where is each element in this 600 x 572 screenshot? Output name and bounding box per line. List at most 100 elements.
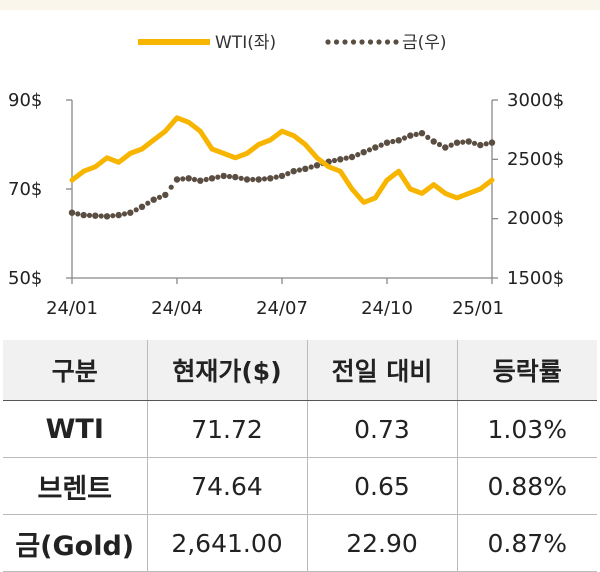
gold-dot — [448, 142, 454, 148]
y-left-tick-70: 70$ — [8, 179, 42, 200]
y-right-tick-1500: 1500$ — [507, 268, 564, 289]
gold-dot — [238, 175, 244, 181]
gold-dot — [471, 140, 478, 146]
gold-dot — [110, 213, 116, 219]
gold-point — [220, 172, 227, 180]
x-tick-2401: 24/01 — [46, 298, 98, 319]
gold-dot — [226, 173, 233, 180]
gold-point — [115, 211, 122, 219]
gold-dot — [401, 135, 408, 141]
gold-point — [150, 196, 157, 203]
change: 0.65 — [307, 457, 458, 515]
y-right-tick-2000: 2000$ — [507, 208, 564, 229]
gold-dot — [86, 212, 93, 218]
gold-point — [197, 177, 204, 184]
top-strip — [0, 0, 600, 10]
legend-gold-dot — [350, 39, 357, 45]
gold-point — [348, 153, 356, 161]
gold-dot — [261, 176, 268, 182]
gold-dot — [121, 211, 128, 217]
legend-swatch-gold — [325, 39, 399, 45]
header-current-price: 현재가($) — [147, 340, 308, 401]
gold-point — [383, 139, 391, 146]
gold-point — [232, 173, 239, 181]
gold-dot — [436, 141, 443, 148]
legend-gold-dot — [342, 39, 348, 45]
gold-dot — [413, 131, 419, 137]
gold-point — [173, 176, 181, 183]
series-wti — [69, 115, 495, 205]
gold-point — [267, 175, 274, 182]
y-right-tick-2500: 2500$ — [507, 149, 564, 170]
row-label: 브렌트 — [3, 457, 148, 515]
gold-point — [290, 168, 297, 175]
gold-point — [442, 144, 449, 151]
table-row: WTI 71.72 0.73 1.03% — [3, 400, 597, 458]
legend-gold-dot — [359, 39, 365, 45]
gold-point — [208, 175, 216, 182]
gold-dot — [203, 176, 209, 183]
current-price: 2,641.00 — [147, 514, 308, 572]
gold-point — [302, 165, 309, 172]
gold-dot — [215, 174, 221, 180]
price-chart: WTI(좌) 금(우) 90$ 70$ 50$ 3000$ 2500$ 2000… — [8, 33, 564, 319]
gold-point — [243, 176, 251, 183]
legend-gold-dot — [325, 39, 331, 45]
gold-dot — [191, 176, 198, 183]
gold-point — [313, 162, 321, 169]
gold-point — [488, 139, 496, 146]
gold-dot — [483, 141, 489, 147]
price-table: 구분 현재가($) 전일 대비 등락률 WTI 71.72 0.73 1.03%… — [3, 340, 597, 572]
gold-dot — [168, 184, 174, 190]
gold-dot — [180, 176, 186, 182]
gold-dot — [378, 142, 384, 148]
y-left-tick-90: 90$ — [8, 90, 42, 111]
legend: WTI(좌) 금(우) — [138, 33, 447, 53]
gold-point — [337, 156, 344, 163]
gold-dot — [355, 152, 361, 158]
header-change: 전일 대비 — [307, 340, 458, 401]
table-row: 브렌트 74.64 0.65 0.88% — [3, 457, 597, 515]
legend-label-gold: 금(우) — [402, 33, 447, 53]
gold-point — [255, 176, 262, 183]
current-price: 74.64 — [147, 457, 308, 515]
legend-gold-dot — [393, 39, 399, 45]
change-rate: 0.88% — [457, 457, 597, 515]
gold-dot — [156, 194, 163, 200]
wti-line — [69, 115, 495, 205]
gold-dot — [285, 171, 291, 177]
gold-dot — [343, 155, 349, 161]
gold-point — [103, 213, 111, 220]
legend-gold-dot — [367, 39, 374, 45]
gold-dot — [75, 211, 81, 217]
gold-point — [430, 138, 437, 145]
change-rate: 1.03% — [457, 400, 597, 458]
table-header-row: 구분 현재가($) 전일 대비 등락률 — [3, 340, 597, 401]
y-right-tick-3000: 3000$ — [507, 90, 564, 111]
gold-point — [360, 149, 367, 156]
gold-dot — [273, 174, 279, 180]
header-category: 구분 — [3, 340, 148, 401]
change: 0.73 — [307, 400, 458, 458]
x-tick-2501: 25/01 — [452, 298, 504, 319]
change-rate: 0.87% — [457, 514, 597, 572]
gold-dot — [460, 139, 466, 145]
gold-point — [407, 132, 414, 139]
gold-point — [477, 141, 484, 149]
change: 22.90 — [307, 514, 458, 572]
gold-point — [395, 137, 402, 144]
gold-dot — [133, 207, 139, 213]
gold-dot — [98, 213, 104, 219]
gold-dot — [331, 157, 338, 164]
gold-dot — [390, 138, 396, 145]
tick-marks — [66, 99, 498, 284]
gold-point — [127, 209, 134, 216]
x-tick-2410: 24/10 — [361, 298, 413, 319]
gold-point — [453, 139, 461, 146]
gold-point — [372, 144, 379, 151]
gold-point — [465, 138, 472, 145]
gold-point — [278, 172, 286, 180]
series-gold — [68, 130, 496, 220]
gold-dot — [250, 176, 256, 183]
gold-point — [68, 209, 76, 216]
